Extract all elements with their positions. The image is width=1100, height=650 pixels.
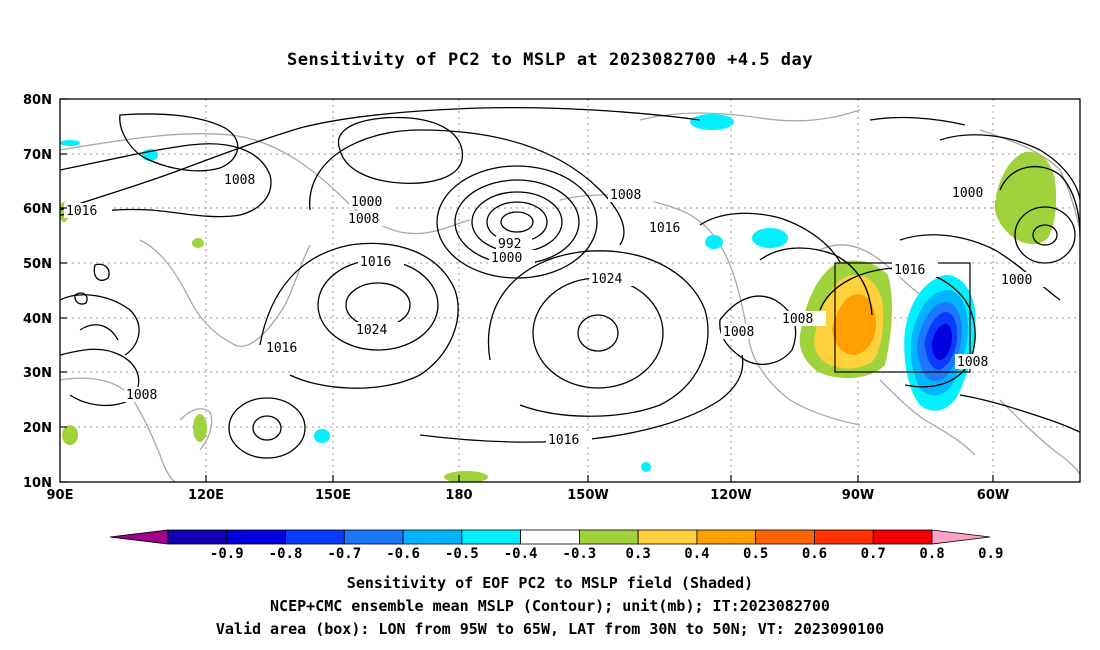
colorbar-label: -0.8 — [269, 546, 303, 562]
colorbar-label: -0.5 — [445, 546, 479, 562]
colorbar-cell — [520, 529, 580, 545]
lat-label: 60N — [23, 202, 52, 217]
lon-label: 150E — [315, 488, 351, 503]
lon-label: 120W — [710, 488, 751, 503]
colorbar-cell — [285, 529, 345, 545]
contour-label: 1008 — [348, 212, 379, 227]
map-frame — [59, 98, 1081, 483]
colorbar-cell — [637, 529, 698, 545]
patch-9 — [62, 425, 78, 445]
coastlines — [60, 109, 1080, 482]
colorbar-cell — [755, 529, 815, 545]
lat-label: 10N — [23, 476, 52, 491]
colorbar-label: -0.9 — [210, 546, 244, 562]
colorbar-cell — [343, 529, 404, 545]
caption-line-3: Valid area (box): LON from 95W to 65W, L… — [215, 620, 885, 638]
contour-label: 1008 — [126, 388, 157, 403]
patch-11 — [444, 471, 488, 482]
colorbar-low-arrow — [109, 529, 169, 545]
chart-title: Sensitivity of PC2 to MSLP at 2023082700… — [286, 50, 813, 70]
colorbar-label: -0.3 — [563, 546, 597, 562]
contour-label: 1000 — [491, 251, 522, 266]
colorbar-cell — [578, 529, 639, 545]
lon-label: 120E — [188, 488, 224, 503]
colorbar-label: -0.4 — [504, 546, 538, 562]
colorbar-high-arrow — [931, 529, 991, 545]
lon-label: 150W — [567, 488, 608, 503]
colorbar: -0.9 -0.8 -0.7 -0.6 -0.5 -0.4 -0.3 0.3 0.4 0.5 0.6… — [109, 529, 1003, 562]
colorbar-cell — [461, 529, 522, 545]
caption-line-2: NCEP+CMC ensemble mean MSLP (Contour); u… — [270, 597, 830, 615]
contour-label: 1008 — [224, 173, 255, 188]
patch-2 — [752, 228, 788, 248]
colorbar-label: 0.9 — [978, 546, 1003, 562]
lon-label: 60W — [977, 488, 1009, 503]
contour-label: 1016 — [66, 204, 97, 219]
contour-label: 1008 — [957, 355, 988, 370]
contour-label: 1008 — [723, 325, 754, 340]
contour-label: 1024 — [356, 323, 387, 338]
colorbar-cell — [872, 529, 933, 545]
lat-label: 30N — [23, 366, 52, 381]
lat-label: 20N — [23, 421, 52, 436]
contour-label: 1016 — [266, 341, 297, 356]
contour-label: 1016 — [649, 221, 680, 236]
colorbar-label: -0.7 — [327, 546, 361, 562]
contour-label: 1016 — [360, 255, 391, 270]
contour-labels: 1016 1008 1000 1008 992 1000 1008 1016 1… — [64, 172, 1045, 448]
patch-8 — [193, 414, 207, 442]
patch-7 — [641, 462, 651, 472]
colorbar-label: 0.6 — [802, 546, 827, 562]
colorbar-cell — [696, 529, 757, 545]
contour-label: 1016 — [548, 433, 579, 448]
negative-region-darkblue — [931, 323, 952, 361]
colorbar-cell — [226, 529, 286, 545]
patch-3 — [705, 235, 723, 249]
colorbar-label: 0.4 — [684, 546, 709, 562]
longitude-labels: 90E 120E 150E 180 150W 120W 90W 60W — [47, 488, 1010, 503]
positive-region-orange — [832, 294, 876, 355]
colorbar-label: 0.8 — [919, 546, 944, 562]
colorbar-label: 0.5 — [743, 546, 768, 562]
contour-label: 1000 — [1001, 273, 1032, 288]
lon-label: 180 — [445, 488, 472, 503]
patch-1 — [690, 114, 734, 130]
contour-label: 1000 — [351, 195, 382, 210]
contour-label: 992 — [498, 237, 521, 252]
colorbar-label: 0.3 — [626, 546, 651, 562]
patch-10 — [192, 238, 204, 248]
lon-label: 90E — [47, 488, 74, 503]
sensitivity-shading — [60, 114, 1057, 482]
colorbar-label: -0.6 — [386, 546, 420, 562]
colorbar-cell — [814, 529, 874, 545]
caption-line-1: Sensitivity of EOF PC2 to MSLP field (Sh… — [346, 574, 754, 592]
colorbar-cell — [402, 529, 463, 545]
patch-5 — [60, 140, 80, 146]
lat-label: 70N — [23, 148, 52, 163]
lon-label: 90W — [842, 488, 874, 503]
contour-label: 1000 — [952, 186, 983, 201]
graticule — [60, 99, 1080, 482]
contour-label: 1024 — [591, 272, 622, 287]
contour-label: 1008 — [782, 312, 813, 327]
colorbar-label: 0.7 — [861, 546, 886, 562]
axis-ticks — [60, 98, 994, 483]
patch-6 — [314, 429, 330, 443]
lat-label: 50N — [23, 257, 52, 272]
contour-label: 1016 — [894, 263, 925, 278]
colorbar-cell — [167, 529, 228, 545]
latitude-labels: 80N 70N 60N 50N 40N 30N 20N 10N — [23, 93, 52, 491]
contour-label: 1008 — [610, 188, 641, 203]
lat-label: 40N — [23, 312, 52, 327]
lat-label: 80N — [23, 93, 52, 108]
